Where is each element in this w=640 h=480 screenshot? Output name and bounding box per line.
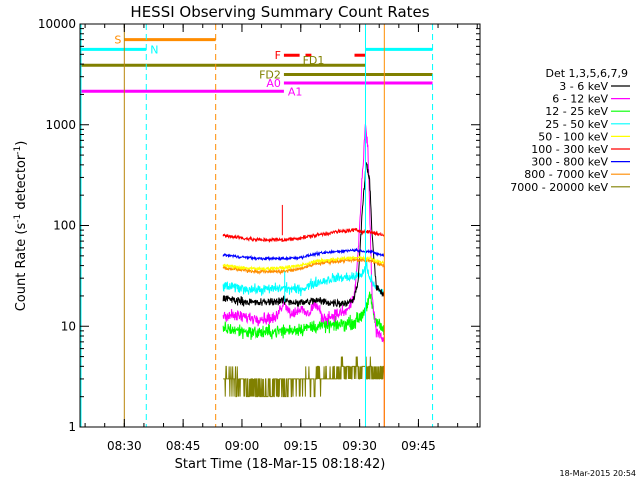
- series-6-12-kev: [222, 123, 385, 344]
- footer-timestamp: 18-Mar-2015 20:54: [560, 469, 637, 478]
- y-tick-label-1000: 1000: [45, 118, 76, 132]
- flag-label-s: S: [114, 34, 121, 47]
- series-800-7000-kev: [222, 256, 385, 276]
- y-tick-label-1: 1: [68, 420, 76, 434]
- legend-label-100-300-kev: 100 - 300 keV: [531, 143, 608, 156]
- x-tick-label-09-15: 09:15: [283, 439, 318, 453]
- y-axis-label-exp2: -1: [13, 146, 23, 155]
- legend-title: Det 1,3,5,6,7,9: [545, 67, 628, 80]
- y-axis-label-part3: ): [14, 141, 29, 146]
- flag-label-a0: A0: [266, 77, 281, 90]
- y-tick-label-100: 100: [53, 219, 76, 233]
- legend-label-50-100-kev: 50 - 100 keV: [538, 130, 608, 143]
- x-axis-label: Start Time (18-Mar-15 08:18:42): [175, 457, 386, 472]
- series-300-800-kev: [222, 247, 385, 262]
- y-axis-label-part1: Count Rate (s: [14, 223, 29, 312]
- y-axis-label-exp1: -1: [13, 214, 23, 223]
- series-50-100-kev: [222, 255, 385, 272]
- y-axis-label-part2: detector: [14, 154, 29, 214]
- legend-label-3-6-kev: 3 - 6 keV: [559, 80, 608, 93]
- legend-label-7000-20000-kev: 7000 - 20000 keV: [510, 181, 608, 194]
- flag-label-a1: A1: [288, 85, 303, 98]
- x-tick-label-08-45: 08:45: [166, 439, 201, 453]
- x-tick-label-09-45: 09:45: [401, 439, 436, 453]
- flag-label-f: F: [275, 49, 281, 62]
- y-tick-label-10: 10: [61, 319, 76, 333]
- legend-label-6-12-kev: 6 - 12 keV: [552, 93, 608, 106]
- legend-label-800-7000-kev: 800 - 7000 keV: [524, 168, 608, 181]
- x-tick-label-09-30: 09:30: [342, 439, 377, 453]
- series-3-6-kev: [222, 162, 385, 308]
- y-axis-label: Count Rate (s-1 detector-1): [13, 141, 29, 312]
- chart-title: HESSI Observing Summary Count Rates: [130, 3, 429, 21]
- legend-label-25-50-kev: 25 - 50 keV: [545, 118, 608, 131]
- series-25-50-kev: [222, 261, 385, 297]
- flag-label-fd2: FD2: [259, 69, 281, 82]
- x-tick-label-09-00: 09:00: [225, 439, 260, 453]
- series-7000-20000-kev: [223, 356, 385, 398]
- y-tick-label-10000: 10000: [38, 17, 76, 31]
- tick-layer: 1 10 100 1000 10000 08:30 08:45 09:00 09:15 09:30…: [38, 17, 480, 453]
- flag-label-n: N: [150, 43, 158, 56]
- flag-label-fd1: FD1: [303, 54, 325, 67]
- legend-label-300-800-kev: 300 - 800 keV: [531, 156, 608, 169]
- x-tick-label-08-30: 08:30: [107, 439, 142, 453]
- legend-label-12-25-kev: 12 - 25 keV: [545, 105, 608, 118]
- series-12-25-kev: [222, 291, 385, 340]
- series-100-300-kev: [222, 227, 385, 243]
